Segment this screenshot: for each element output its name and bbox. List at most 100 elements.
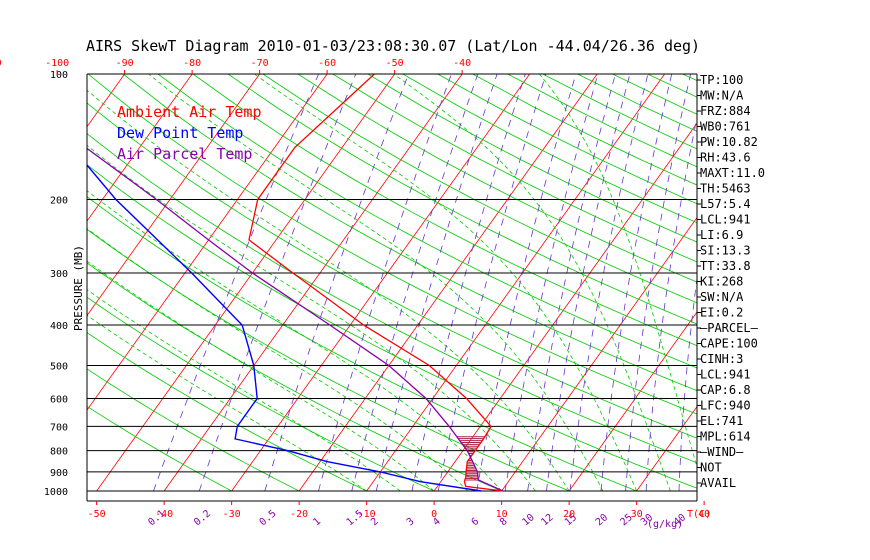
legend-entry: Ambient Air Temp [117, 103, 262, 121]
sounding-series [87, 74, 504, 492]
mixing-ratio-label: 2 [369, 516, 381, 528]
temperature-unit-label: T(C) [687, 509, 711, 520]
bottom-temperature-tick-label: 30 [631, 509, 643, 520]
dry-adiabat-line [87, 296, 435, 492]
dry-adiabat-line [297, 74, 697, 283]
isotherm-line [433, 122, 697, 492]
moist-adiabat-line [148, 74, 604, 492]
dry-adiabat-line [472, 74, 697, 186]
pressure-tick-label: 700 [50, 422, 68, 433]
mixing-ratio-line [625, 74, 691, 492]
top-temperature-tick-label: -70 [251, 58, 269, 69]
background-grid [0, 74, 870, 492]
dry-adiabat-line [157, 74, 697, 369]
index-item: SI:13.3 [700, 244, 751, 258]
top-temperature-tick-label: -100 [45, 58, 69, 69]
index-item: L57:5.4 [700, 197, 751, 211]
pressure-tick-label: 900 [50, 468, 68, 479]
bottom-temperature-tick-label: -30 [223, 509, 241, 520]
bottom-temperature-tick-label: -40 [155, 509, 173, 520]
dry-adiabat-line [87, 405, 232, 492]
isotherm-line [839, 74, 870, 491]
index-item: TP:100 [700, 73, 743, 87]
mixing-ratio-line [546, 74, 631, 492]
mixing-ratio-line [569, 74, 649, 492]
moist-adiabat-line [393, 74, 671, 492]
ambient-air-temp-line [248, 74, 504, 492]
index-item: SW:N/A [700, 290, 744, 304]
mixing-ratio-line [318, 74, 452, 492]
dry-adiabat-line [262, 74, 697, 304]
isotherm-line [0, 74, 57, 491]
isotherm-line [568, 311, 697, 492]
legend: Ambient Air Temp Dew Point Temp Air Parcel… [117, 103, 262, 163]
pressure-tick-label: 300 [50, 269, 68, 280]
index-item: RH:43.6 [700, 151, 751, 165]
dry-adiabat-line [367, 74, 697, 243]
moist-adiabat-line [87, 228, 469, 492]
mixing-ratio-label: 3 [405, 516, 417, 528]
index-item: LCL:941 [700, 213, 751, 227]
dry-adiabat-line [507, 74, 697, 168]
mixing-ratio-line [527, 74, 616, 492]
index-item: AVAIL [700, 476, 736, 490]
mixing-ratio-label: 10 [520, 512, 536, 528]
axis-ticks: 0.1 0.2 0.5 1 1.5 2 3 4 6 8 10 12 15 20 25 30 4010020030… [0, 58, 710, 528]
mixing-ratio-line [375, 74, 498, 492]
dry-adiabat-line [437, 74, 697, 205]
index-item: MW:N/A [700, 89, 744, 103]
dry-adiabat-line [87, 196, 637, 492]
bottom-temperature-tick-label: -50 [88, 509, 106, 520]
mixing-ratio-line [645, 115, 697, 492]
bottom-temperature-tick-label: 10 [496, 509, 508, 520]
dew-point-temp-line [87, 164, 482, 492]
index-item: TH:5463 [700, 182, 751, 196]
index-item: LCL:941 [700, 368, 751, 382]
index-item: LFC:940 [700, 399, 751, 413]
mixing-ratio-label: 8 [498, 516, 510, 528]
legend-entry: Air Parcel Temp [117, 145, 252, 163]
mixing-ratio-label: 6 [470, 516, 482, 528]
mixing-ratio-unit-label: (g/kg) [647, 519, 683, 530]
mixing-ratio-label: 0.2 [192, 508, 213, 528]
dry-adiabat-line [87, 164, 697, 489]
moist-adiabat-line [538, 74, 697, 469]
isotherm-line [87, 74, 260, 317]
mixing-ratio-line [476, 74, 577, 492]
index-item: PW:10.82 [700, 135, 758, 149]
dry-adiabat-line [192, 74, 697, 347]
isotherm-line [636, 405, 697, 492]
index-item: EI:0.2 [700, 306, 743, 320]
index-item: MPL:614 [700, 430, 751, 444]
dry-adiabat-line [122, 74, 697, 392]
chart-title: AIRS SkewT Diagram 2010-01-03/23:08:30.0… [86, 37, 700, 55]
dry-adiabat-line [87, 332, 367, 492]
dry-adiabat-line [227, 74, 697, 325]
dry-adiabat-line [402, 74, 697, 224]
index-item: CAPE:100 [700, 337, 758, 351]
index-item: MAXT:11.0 [700, 166, 765, 180]
mixing-ratio-label: 12 [539, 512, 555, 528]
pressure-tick-label: 600 [50, 394, 68, 405]
top-temperature-tick-label: -80 [183, 58, 201, 69]
mixing-ratio-label: 1 [311, 516, 323, 528]
moist-adiabat-line [87, 260, 435, 492]
mixing-ratio-line [504, 74, 599, 492]
isotherm-line [87, 74, 328, 411]
dry-adiabat-line [87, 102, 697, 439]
top-temperature-tick-label: -50 [386, 58, 404, 69]
index-item: FRZ:884 [700, 104, 751, 118]
pressure-tick-label: 200 [50, 196, 68, 207]
moist-adiabat-line [87, 190, 502, 492]
bottom-temperature-tick-label: 20 [563, 509, 575, 520]
air-parcel-temp-line [87, 147, 504, 492]
dry-adiabat-line [332, 74, 697, 263]
top-temperature-tick-label: -90 [116, 58, 134, 69]
isotherm-line [772, 74, 870, 491]
pressure-tick-label: 800 [50, 447, 68, 458]
mixing-ratio-label: 20 [594, 512, 610, 528]
moist-adiabat-line [254, 74, 637, 492]
index-item: EL:741 [700, 414, 743, 428]
